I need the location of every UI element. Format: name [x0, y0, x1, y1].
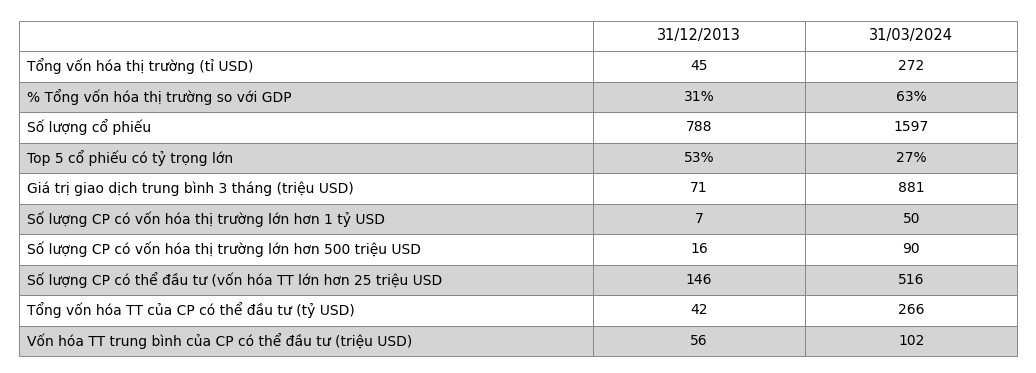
Text: Tổng vốn hóa TT của CP có thể đầu tư (tỷ USD): Tổng vốn hóa TT của CP có thể đầu tư (tỷ…	[27, 303, 354, 319]
Bar	[19, 173, 593, 204]
Text: 1597: 1597	[894, 120, 929, 134]
Bar	[805, 51, 1017, 82]
Bar	[593, 51, 805, 82]
Text: 50: 50	[902, 212, 920, 226]
Bar	[593, 234, 805, 265]
Text: 16: 16	[690, 242, 708, 256]
Bar	[593, 265, 805, 295]
Bar	[805, 204, 1017, 234]
Bar	[805, 112, 1017, 142]
Bar	[805, 295, 1017, 326]
Bar	[593, 173, 805, 204]
Bar	[805, 173, 1017, 204]
Text: 7: 7	[695, 212, 703, 226]
Bar	[19, 326, 593, 356]
Text: 266: 266	[898, 304, 924, 317]
Bar	[593, 21, 805, 51]
Text: 45: 45	[690, 59, 708, 73]
Text: 516: 516	[898, 273, 924, 287]
Bar	[19, 265, 593, 295]
Bar	[19, 204, 593, 234]
Text: % Tổng vốn hóa thị trường so với GDP: % Tổng vốn hóa thị trường so với GDP	[27, 89, 291, 105]
Text: 146: 146	[686, 273, 713, 287]
Bar	[593, 112, 805, 142]
Bar	[593, 295, 805, 326]
Text: Số lượng CP có vốn hóa thị trường lớn hơn 1 tỷ USD: Số lượng CP có vốn hóa thị trường lớn hơ…	[27, 211, 384, 227]
Bar	[19, 295, 593, 326]
Text: 102: 102	[898, 334, 924, 348]
Text: 881: 881	[898, 181, 924, 195]
Text: Top 5 cổ phiếu có tỷ trọng lớn: Top 5 cổ phiếu có tỷ trọng lớn	[27, 150, 233, 166]
Bar	[805, 21, 1017, 51]
Bar	[805, 234, 1017, 265]
Text: Số lượng cổ phiếu: Số lượng cổ phiếu	[27, 119, 151, 135]
Bar	[593, 204, 805, 234]
Text: Số lượng CP có vốn hóa thị trường lớn hơn 500 triệu USD: Số lượng CP có vốn hóa thị trường lớn hơ…	[27, 242, 421, 257]
Text: 42: 42	[690, 304, 708, 317]
Bar	[805, 82, 1017, 112]
Text: 71: 71	[690, 181, 708, 195]
Bar	[19, 234, 593, 265]
Text: 90: 90	[902, 242, 920, 256]
Bar	[593, 326, 805, 356]
Text: 53%: 53%	[684, 151, 715, 165]
Text: 31/03/2024: 31/03/2024	[869, 28, 953, 43]
Text: Số lượng CP có thể đầu tư (vốn hóa TT lớn hơn 25 triệu USD: Số lượng CP có thể đầu tư (vốn hóa TT lớ…	[27, 272, 442, 288]
Text: 56: 56	[690, 334, 708, 348]
Bar	[19, 142, 593, 173]
Bar	[593, 142, 805, 173]
Bar	[805, 326, 1017, 356]
Text: 27%: 27%	[896, 151, 926, 165]
Bar	[19, 82, 593, 112]
Bar	[19, 51, 593, 82]
Text: 31/12/2013: 31/12/2013	[657, 28, 741, 43]
Text: Vốn hóa TT trung bình của CP có thể đầu tư (triệu USD): Vốn hóa TT trung bình của CP có thể đầu …	[27, 333, 412, 349]
Text: 63%: 63%	[896, 90, 926, 104]
Bar	[19, 112, 593, 142]
Text: Giá trị giao dịch trung bình 3 tháng (triệu USD): Giá trị giao dịch trung bình 3 tháng (tr…	[27, 181, 353, 195]
Bar	[805, 142, 1017, 173]
Text: 272: 272	[898, 59, 924, 73]
Bar	[805, 265, 1017, 295]
Text: Tổng vốn hóa thị trường (tỉ USD): Tổng vốn hóa thị trường (tỉ USD)	[27, 58, 253, 74]
Bar	[19, 21, 593, 51]
Text: 31%: 31%	[684, 90, 715, 104]
Bar	[593, 82, 805, 112]
Text: 788: 788	[686, 120, 713, 134]
